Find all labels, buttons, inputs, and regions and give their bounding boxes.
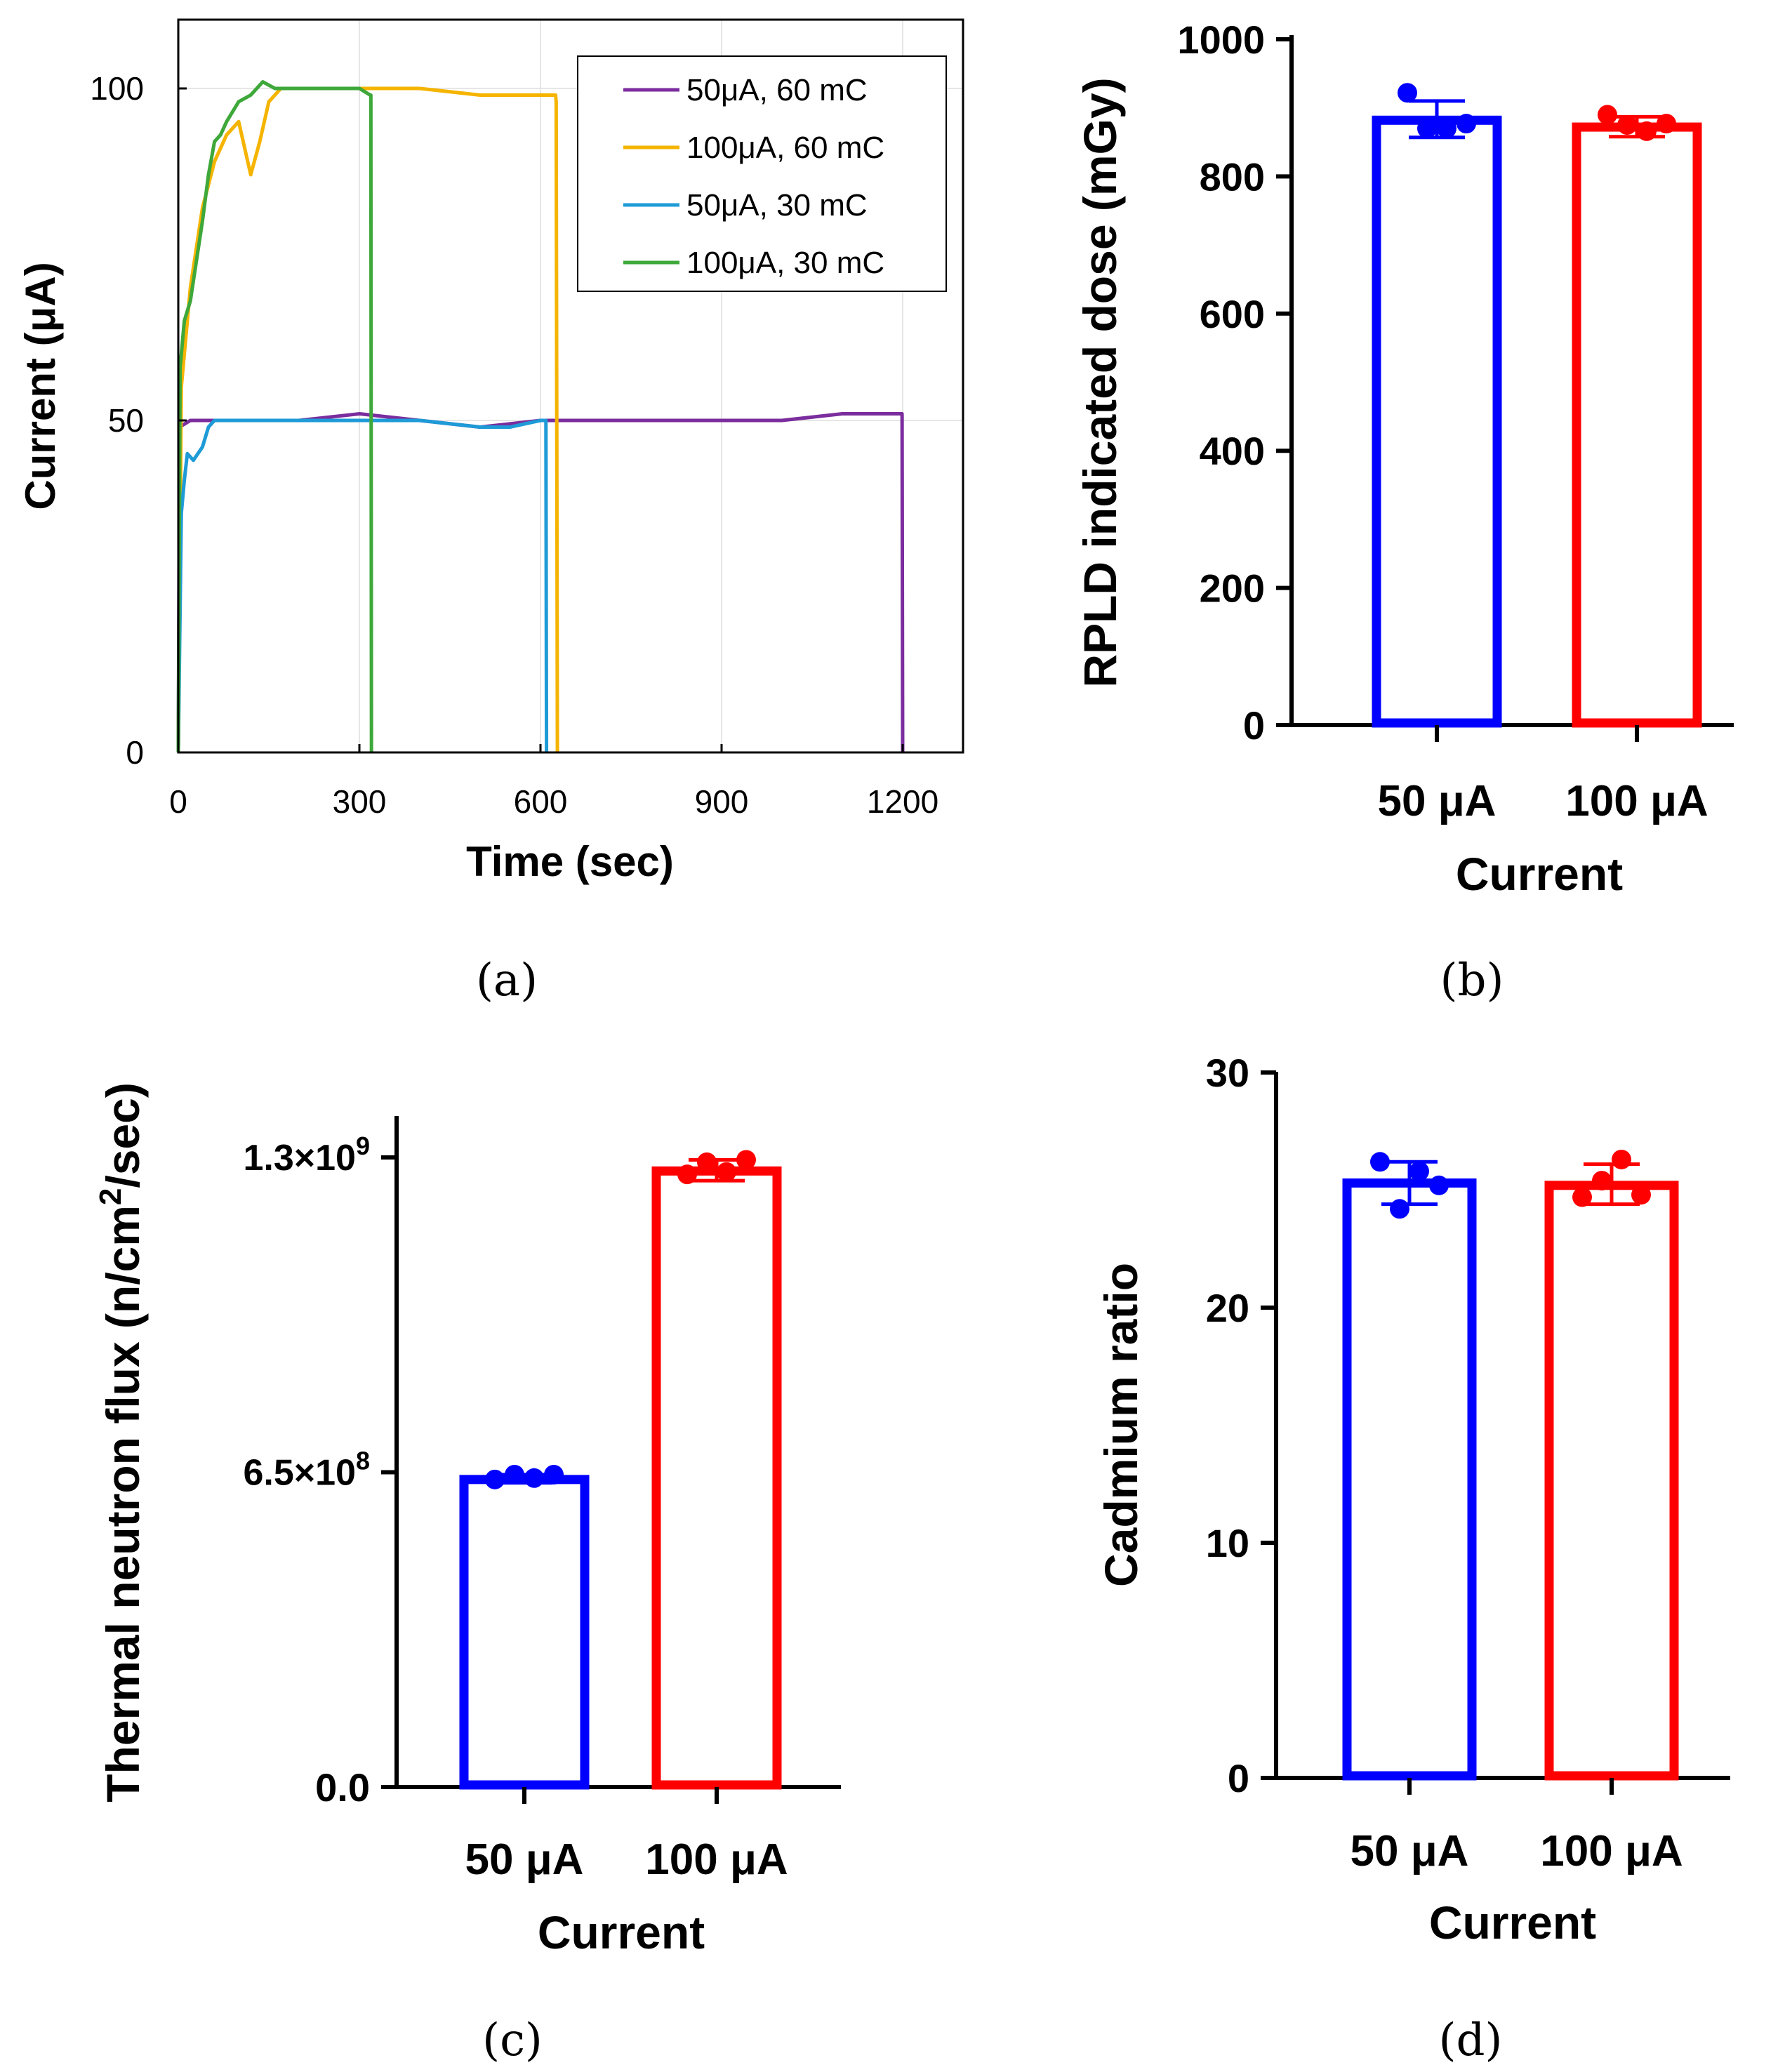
bar (651, 1166, 782, 1790)
y-tick-label: 6.5×108 (243, 1447, 370, 1494)
panel-label-b: (b) (1440, 955, 1504, 1007)
x-tick-label: 100 μA (1540, 1827, 1683, 1875)
data-point (1398, 83, 1417, 103)
y-axis-label-main: Thermal neutron flux (n/cm (97, 1205, 149, 1802)
series-line (176, 418, 549, 753)
data-point (1598, 105, 1617, 125)
x-tick-label: 900 (695, 783, 749, 820)
bar (1572, 122, 1702, 728)
y-tick-label: 0.0 (315, 1765, 370, 1809)
data-point (1617, 115, 1637, 135)
x-tick-label: 50 μA (1351, 1827, 1469, 1875)
y-tick-label: 0 (126, 734, 144, 771)
y-tick-label: 1000 (1177, 18, 1265, 62)
legend-entry: 50μA, 30 mC (686, 188, 868, 223)
series-line (176, 80, 373, 753)
y-axis-label: Cadmium ratio (1095, 1263, 1147, 1587)
y-tick-mantissa: 6.5×10 (243, 1453, 356, 1494)
data-point (1370, 1152, 1390, 1172)
data-point (736, 1150, 756, 1170)
panel-label-a: (a) (476, 955, 538, 1007)
y-tick-label: 800 (1200, 154, 1265, 199)
x-tick-label: 100 μA (645, 1835, 788, 1884)
y-tick-label: 0 (1228, 1756, 1249, 1800)
data-point (544, 1464, 564, 1485)
y-tick-exponent: 8 (356, 1447, 370, 1475)
data-point (697, 1152, 717, 1172)
y-axis-label: Current (μA) (17, 262, 64, 510)
y-tick-label: 30 (1206, 1051, 1249, 1095)
data-point (1409, 1161, 1429, 1181)
legend-entry: 100μA, 60 mC (686, 131, 884, 165)
panel-label-c: (c) (482, 2014, 543, 2066)
y-tick-label: 20 (1206, 1286, 1249, 1330)
bar (1544, 1181, 1679, 1781)
x-axis-label: Current (538, 1906, 705, 1958)
data-point (1456, 114, 1476, 134)
legend-entry: 100μA, 30 mC (686, 246, 884, 280)
y-axis-label: RPLD indicated dose (mGy) (1074, 77, 1126, 687)
bar (459, 1475, 590, 1790)
data-point (505, 1464, 524, 1485)
data-point (485, 1469, 505, 1489)
panel-a: 0 300 600 900 1200 0 50 100 Time (sec) Current (μ… (17, 18, 964, 1007)
y-tick-label: 10 (1206, 1521, 1249, 1565)
y-tick-label: 600 (1200, 292, 1265, 336)
x-tick-label: 300 (333, 783, 387, 820)
data-point (1429, 1175, 1449, 1195)
panel-c: 0.0 6.5×108 1.3×109 50 μA 100 μA Current Therm… (93, 1082, 841, 2066)
data-point (1637, 121, 1657, 141)
x-tick-label: 1200 (867, 783, 938, 820)
x-axis-label: Time (sec) (466, 838, 674, 885)
x-axis-label: Current (1456, 848, 1623, 900)
x-tick-label: 600 (514, 783, 568, 820)
data-point (1417, 119, 1437, 139)
x-tick-label: 50 μA (1378, 777, 1497, 825)
data-point (1657, 114, 1676, 134)
x-tick-label: 50 μA (465, 1835, 584, 1884)
x-tick-label: 100 μA (1565, 777, 1708, 825)
x-tick-label: 0 (169, 783, 187, 820)
y-axis-label-sup: 2 (93, 1188, 128, 1205)
y-axis-label: Thermal neutron flux (n/cm2/sec) (93, 1082, 149, 1802)
data-point (1572, 1187, 1592, 1207)
data-point (1437, 119, 1456, 139)
data-point (1592, 1171, 1612, 1191)
panel-d: 0 10 20 30 50 μA 100 μA Current Cadmium ratio (d… (1095, 1051, 1730, 2066)
data-point (1390, 1199, 1409, 1219)
y-axis-label-tail: /sec) (97, 1082, 149, 1188)
plot-frame (177, 18, 964, 754)
data-point (1612, 1149, 1631, 1169)
panel-b: 0 200 400 600 800 1000 50 μA 100 μA Current RPLD … (1074, 18, 1734, 1007)
data-point (677, 1164, 697, 1185)
y-tick-label: 1.3×109 (243, 1131, 370, 1178)
y-tick-label: 400 (1200, 429, 1265, 473)
y-tick-label: 200 (1200, 566, 1265, 611)
bar (1342, 1178, 1477, 1781)
panel-label-d: (d) (1439, 2014, 1503, 2066)
legend-box (577, 55, 947, 292)
y-tick-exponent: 9 (356, 1131, 370, 1160)
data-point (524, 1468, 544, 1488)
x-axis-label: Current (1429, 1897, 1596, 1948)
y-tick-mantissa: 1.3×10 (243, 1138, 356, 1178)
data-point (717, 1162, 736, 1182)
legend-entry: 50μA, 60 mC (686, 73, 868, 107)
data-point (1631, 1185, 1651, 1205)
y-tick-label: 100 (90, 70, 144, 107)
y-tick-label: 50 (108, 402, 144, 439)
y-tick-label: 0 (1243, 703, 1265, 748)
bar (1372, 115, 1502, 728)
